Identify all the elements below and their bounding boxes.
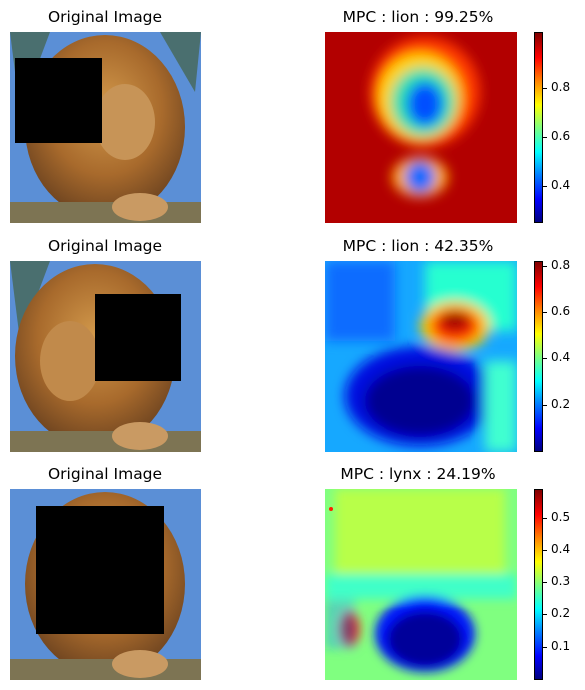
row3-colorbar-tick: 0.3 [551, 574, 570, 588]
row3-colorbar-tick: 0.5 [551, 510, 570, 524]
row2-heatmap [325, 261, 517, 452]
row2-colorbar-tick: 0.2 [551, 397, 570, 411]
occlusion-patch [95, 294, 181, 381]
row3-colorbar-tick: 0.1 [551, 639, 570, 653]
row2-colorbar [534, 261, 543, 452]
row3-heatmap [325, 489, 517, 680]
row2-original-title: Original Image [48, 237, 162, 255]
row3-lion-photo [10, 489, 201, 680]
row1-lion-photo [10, 32, 201, 223]
row1-heatmap [325, 32, 517, 223]
row3-colorbar [534, 489, 543, 680]
row3-colorbar-tick: 0.2 [551, 606, 570, 620]
occlusion-patch [36, 506, 164, 634]
row2-heatmap-title: MPC : lion : 42.35% [343, 237, 494, 255]
row1-colorbar [534, 32, 543, 223]
row3-colorbar-tick: 0.4 [551, 542, 570, 556]
row3-heatmap-title: MPC : lynx : 24.19% [340, 465, 495, 483]
row1-colorbar-tick: 0.6 [551, 129, 570, 143]
occlusion-patch [15, 58, 102, 143]
row1-original-title: Original Image [48, 8, 162, 26]
row2-colorbar-tick: 0.8 [551, 258, 570, 272]
row1-colorbar-tick: 0.4 [551, 178, 570, 192]
row2-colorbar-tick: 0.6 [551, 304, 570, 318]
row1-heatmap-title: MPC : lion : 99.25% [343, 8, 494, 26]
row1-colorbar-tick: 0.8 [551, 80, 570, 94]
row2-lion-photo [10, 261, 201, 452]
row2-colorbar-tick: 0.4 [551, 350, 570, 364]
row3-original-title: Original Image [48, 465, 162, 483]
